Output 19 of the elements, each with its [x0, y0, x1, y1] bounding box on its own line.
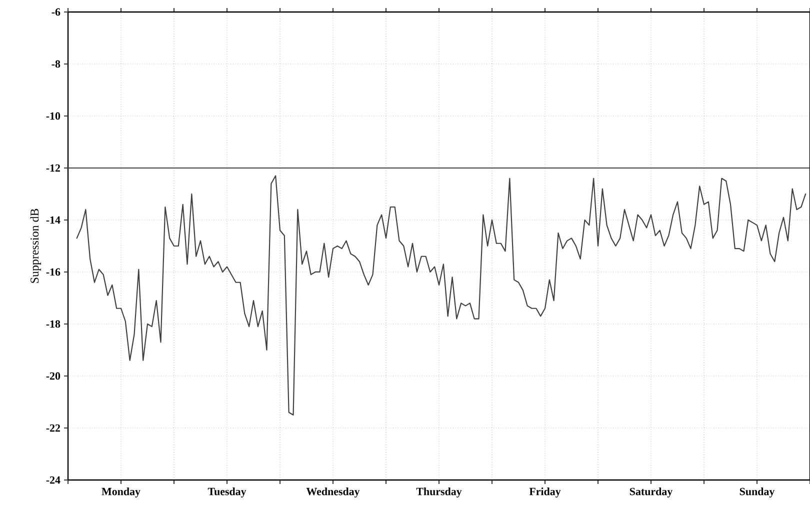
- x-tick-label: Thursday: [416, 488, 462, 498]
- x-tick-label: Tuesday: [208, 488, 246, 498]
- y-tick-label: -6: [52, 8, 60, 16]
- y-tick-label: -8: [52, 60, 60, 68]
- x-tick-label: Saturday: [630, 488, 673, 498]
- y-axis-title: Suppression dB: [30, 208, 42, 283]
- line-series: [76, 175, 806, 416]
- y-tick-label: -10: [46, 112, 60, 120]
- y-tick-label: -24: [46, 476, 60, 484]
- y-tick-label: -18: [46, 320, 60, 328]
- y-tick-label: -20: [46, 372, 60, 380]
- y-tick-label: -12: [46, 164, 60, 172]
- x-tick-label: Monday: [102, 488, 140, 498]
- y-tick-label: -22: [46, 424, 60, 432]
- x-tick-label: Sunday: [740, 488, 775, 498]
- y-tick-label: -14: [46, 216, 60, 224]
- x-tick-label: Friday: [529, 488, 561, 498]
- y-tick-label: -16: [46, 268, 60, 276]
- x-tick-label: Wednesday: [306, 488, 360, 498]
